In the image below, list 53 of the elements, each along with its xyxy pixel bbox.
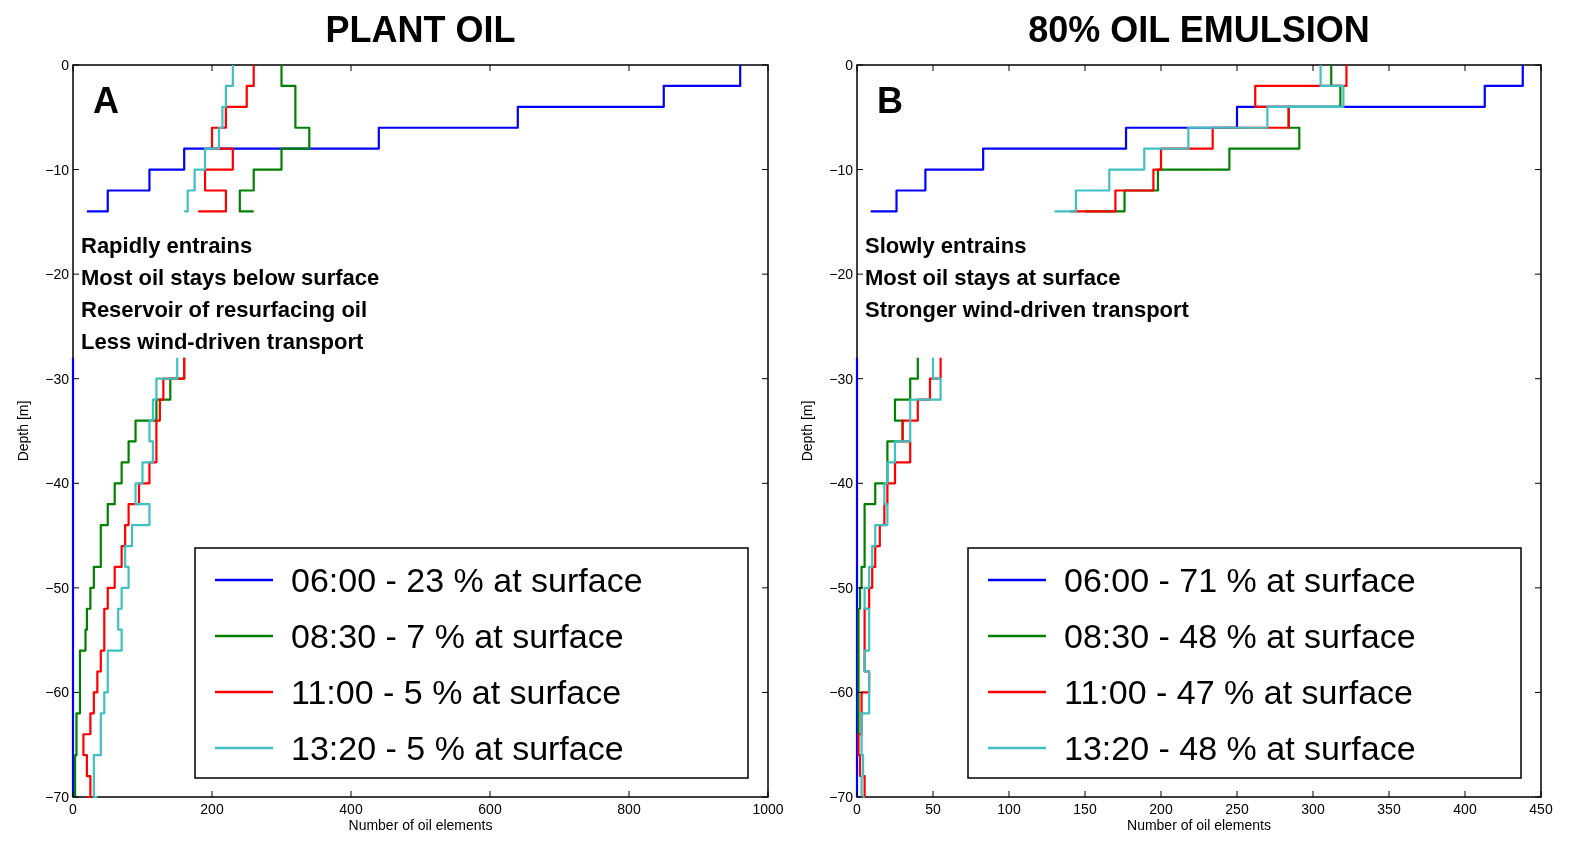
annotation: Most oil stays at surface	[865, 265, 1121, 291]
y-tick-label: −40	[829, 475, 854, 492]
x-tick-label: 400	[1453, 801, 1477, 817]
x-tick-label: 450	[1529, 801, 1553, 817]
annotation: Stronger wind-driven transport	[865, 297, 1190, 323]
legend-label: 13:20 - 5 % at surface	[291, 729, 624, 767]
x-tick-label: 50	[925, 801, 941, 817]
y-tick-label: −30	[829, 370, 854, 387]
x-axis-title: Number of oil elements	[348, 817, 493, 833]
x-tick-label: 600	[478, 801, 502, 817]
y-tick-label: −60	[829, 684, 854, 701]
legend-label: 06:00 - 71 % at surface	[1064, 561, 1416, 599]
x-tick-label: 1000	[752, 801, 784, 817]
chart-title: 80% OIL EMULSION	[1028, 9, 1370, 50]
y-tick-label: −20	[45, 266, 70, 283]
y-tick-label: 0	[61, 57, 70, 73]
legend-label: 11:00 - 5 % at surface	[291, 673, 622, 711]
y-tick-label: 0	[845, 57, 854, 73]
y-tick-label: −50	[45, 579, 70, 596]
x-tick-label: 350	[1377, 801, 1401, 817]
y-tick-label: −30	[45, 370, 70, 387]
y-tick-label: −20	[829, 266, 854, 283]
y-axis-title: Depth [m]	[799, 400, 815, 462]
y-tick-label: −60	[45, 684, 70, 701]
legend-label: 08:30 - 48 % at surface	[1064, 617, 1416, 655]
legend-label: 11:00 - 47 % at surface	[1064, 673, 1414, 711]
annotation: Slowly entrains	[865, 233, 1027, 259]
x-tick-label: 400	[339, 801, 363, 817]
y-tick-label: −10	[829, 161, 854, 178]
y-tick-label: −50	[829, 579, 854, 596]
annotation: Reservoir of resurfacing oil	[81, 297, 368, 323]
annotation: Rapidly entrains	[81, 233, 253, 259]
legend-label: 13:20 - 48 % at surface	[1064, 729, 1416, 767]
x-tick-label: 100	[997, 801, 1021, 817]
annotation: B	[877, 80, 903, 121]
y-tick-label: −10	[45, 161, 70, 178]
x-tick-label: 200	[1149, 801, 1173, 817]
annotation: Less wind-driven transport	[81, 329, 365, 355]
x-tick-label: 300	[1301, 801, 1325, 817]
annotation: Most oil stays below surface	[81, 265, 380, 291]
legend-label: 08:30 - 7 % at surface	[291, 617, 624, 655]
y-tick-label: −70	[45, 789, 70, 805]
x-tick-label: 200	[200, 801, 224, 817]
y-tick-label: −70	[829, 789, 854, 805]
annotation: A	[93, 80, 119, 121]
y-axis-title: Depth [m]	[15, 400, 31, 462]
x-tick-label: 150	[1073, 801, 1097, 817]
x-axis-title: Number of oil elements	[1127, 817, 1271, 833]
chart-title: PLANT OIL	[325, 9, 516, 50]
x-tick-label: 250	[1225, 801, 1249, 817]
x-tick-label: 800	[617, 801, 641, 817]
y-tick-label: −40	[45, 475, 70, 492]
legend-label: 06:00 - 23 % at surface	[291, 561, 643, 599]
